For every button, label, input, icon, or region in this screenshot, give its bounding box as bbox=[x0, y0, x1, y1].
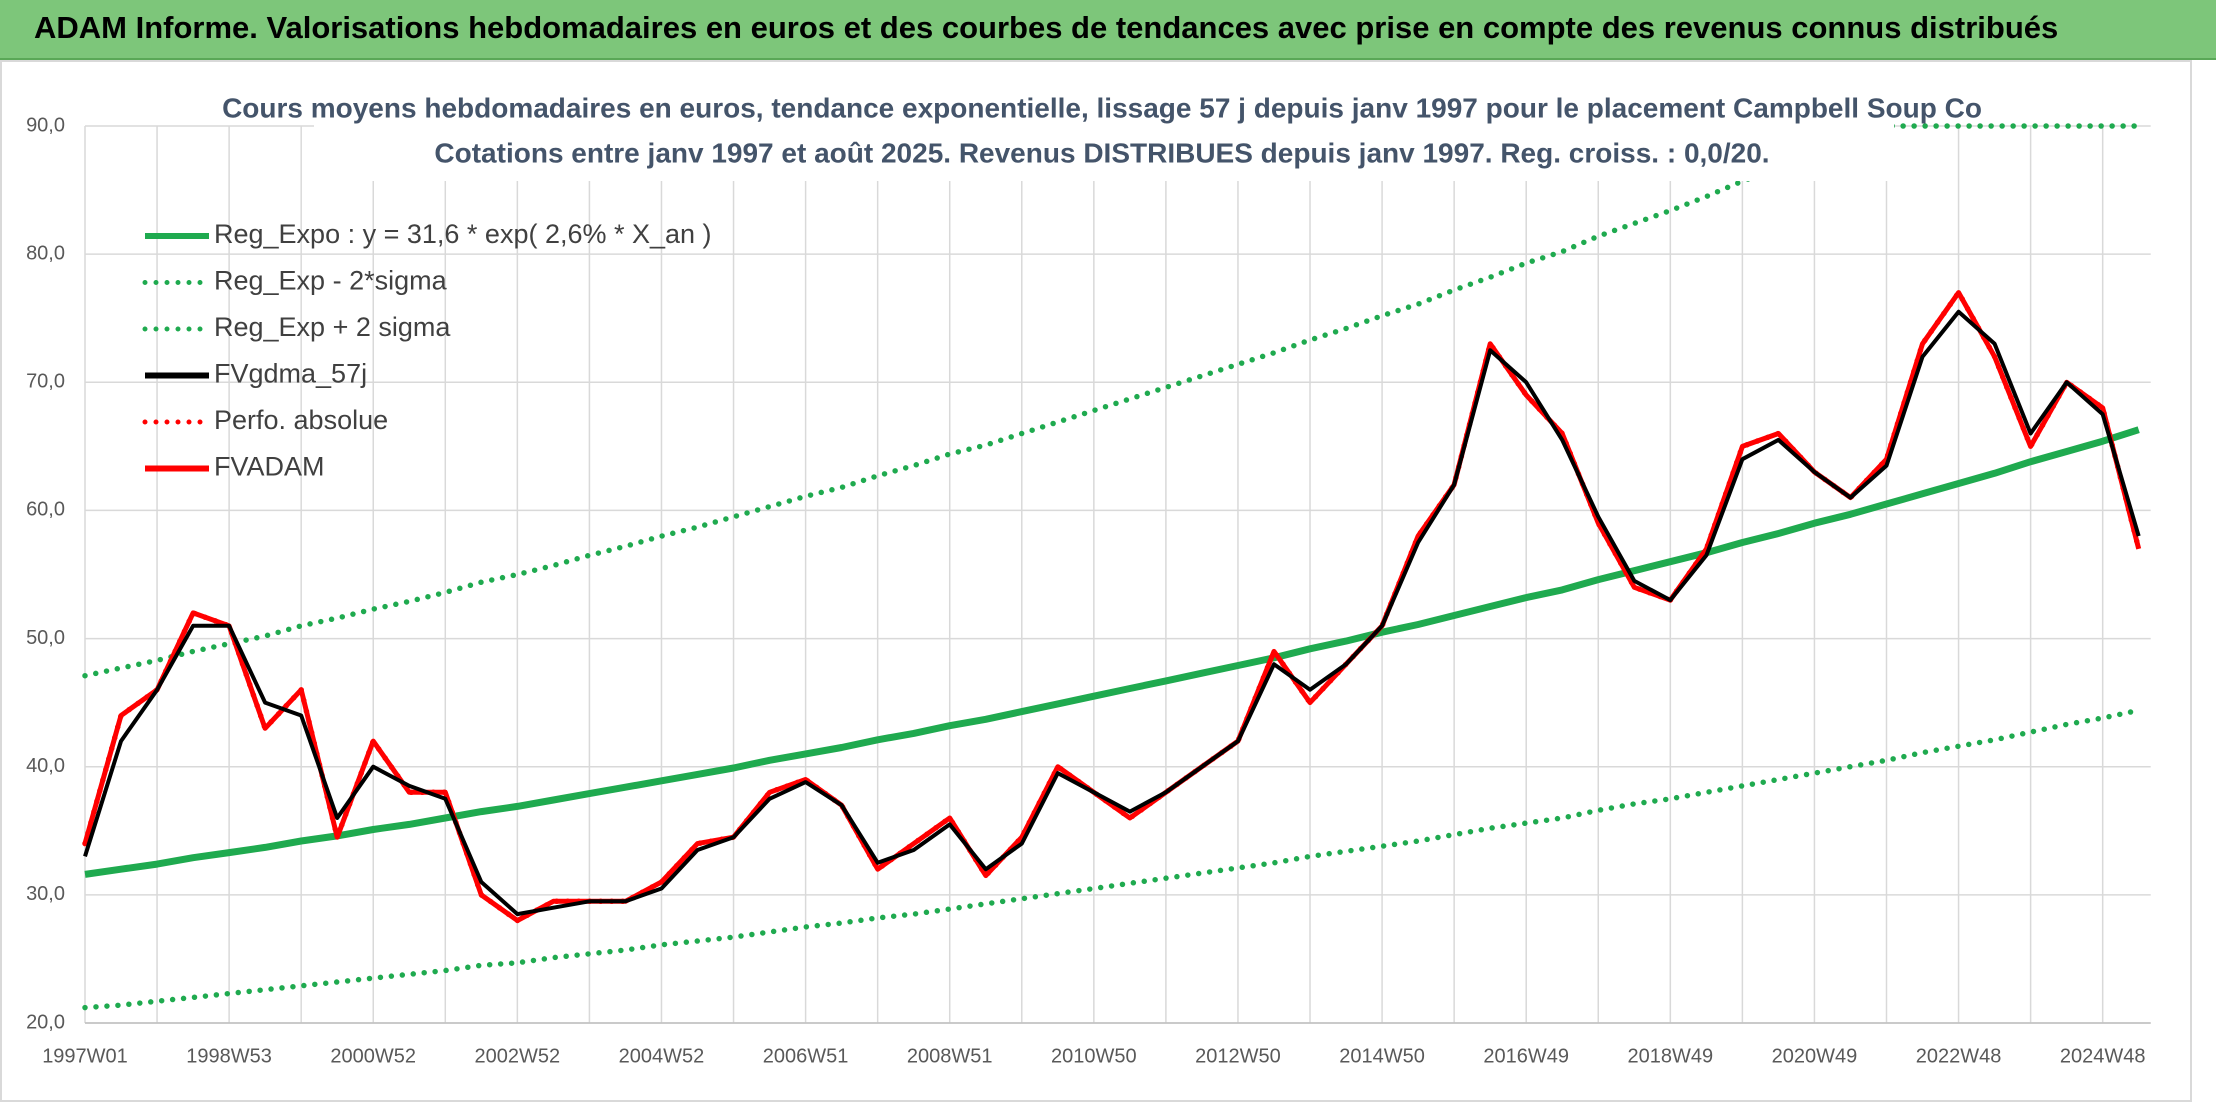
x-tick-label: 2000W52 bbox=[330, 1045, 416, 1067]
header-title: ADAM Informe. Valorisations hebdomadaire… bbox=[34, 10, 2059, 45]
legend-label: Reg_Exp - 2*sigma bbox=[214, 266, 448, 296]
x-tick-label: 2006W51 bbox=[763, 1045, 849, 1067]
y-tick-label: 60,0 bbox=[26, 499, 65, 521]
x-tick-label: 2022W48 bbox=[1916, 1045, 2002, 1067]
chart-title: Cours moyens hebdomadaires en euros, ten… bbox=[222, 92, 1982, 123]
y-tick-label: 70,0 bbox=[26, 371, 65, 393]
y-tick-label: 20,0 bbox=[26, 1011, 65, 1033]
legend: Reg_Expo : y = 31,6 * exp( 2,6% * X_an )… bbox=[142, 219, 712, 482]
x-tick-label: 2020W49 bbox=[1772, 1045, 1858, 1067]
x-tick-label: 1998W53 bbox=[186, 1045, 272, 1067]
chart-subtitle: Cotations entre janv 1997 et août 2025. … bbox=[434, 137, 1769, 168]
x-tick-label: 2010W50 bbox=[1051, 1045, 1137, 1067]
x-tick-label: 2024W48 bbox=[2060, 1045, 2146, 1067]
x-tick-label: 2014W50 bbox=[1339, 1045, 1425, 1067]
plot-lines bbox=[82, 123, 2142, 1011]
y-tick-label: 40,0 bbox=[26, 755, 65, 777]
y-tick-label: 80,0 bbox=[26, 242, 65, 264]
y-tick-label: 90,0 bbox=[26, 114, 65, 136]
series-line bbox=[84, 426, 2140, 878]
legend-label: Reg_Exp + 2 sigma bbox=[214, 312, 451, 342]
x-tick-label: 2008W51 bbox=[907, 1045, 993, 1067]
x-tick-label: 2004W52 bbox=[619, 1045, 705, 1067]
chart-frame bbox=[0, 60, 2192, 1102]
legend-label: Perfo. absolue bbox=[214, 405, 388, 435]
x-tick-label: 2002W52 bbox=[475, 1045, 561, 1067]
x-tick-label: 2016W49 bbox=[1483, 1045, 1569, 1067]
header: ADAM Informe. Valorisations hebdomadaire… bbox=[0, 0, 2216, 60]
legend-label: FVgdma_57j bbox=[214, 359, 367, 389]
legend-label: Reg_Expo : y = 31,6 * exp( 2,6% * X_an ) bbox=[214, 219, 712, 249]
x-tick-label: 1997W01 bbox=[42, 1045, 128, 1067]
series-line bbox=[83, 309, 2141, 917]
grid: 20,0 30,0 40,0 50,0 60,0 70,0 80,0 90,0 1997W01 1… bbox=[26, 114, 2151, 1067]
y-tick-label: 30,0 bbox=[26, 883, 65, 905]
x-tick-label: 2012W50 bbox=[1195, 1045, 1281, 1067]
series-line bbox=[82, 707, 2142, 1011]
chart: 20,0 30,0 40,0 50,0 60,0 70,0 80,0 90,0 1997W01 1… bbox=[0, 60, 2192, 1102]
series-line bbox=[82, 123, 2142, 679]
legend-label: FVADAM bbox=[214, 452, 325, 482]
title-box bbox=[314, 88, 1894, 181]
x-tick-label: 2018W49 bbox=[1628, 1045, 1714, 1067]
y-tick-label: 50,0 bbox=[26, 627, 65, 649]
